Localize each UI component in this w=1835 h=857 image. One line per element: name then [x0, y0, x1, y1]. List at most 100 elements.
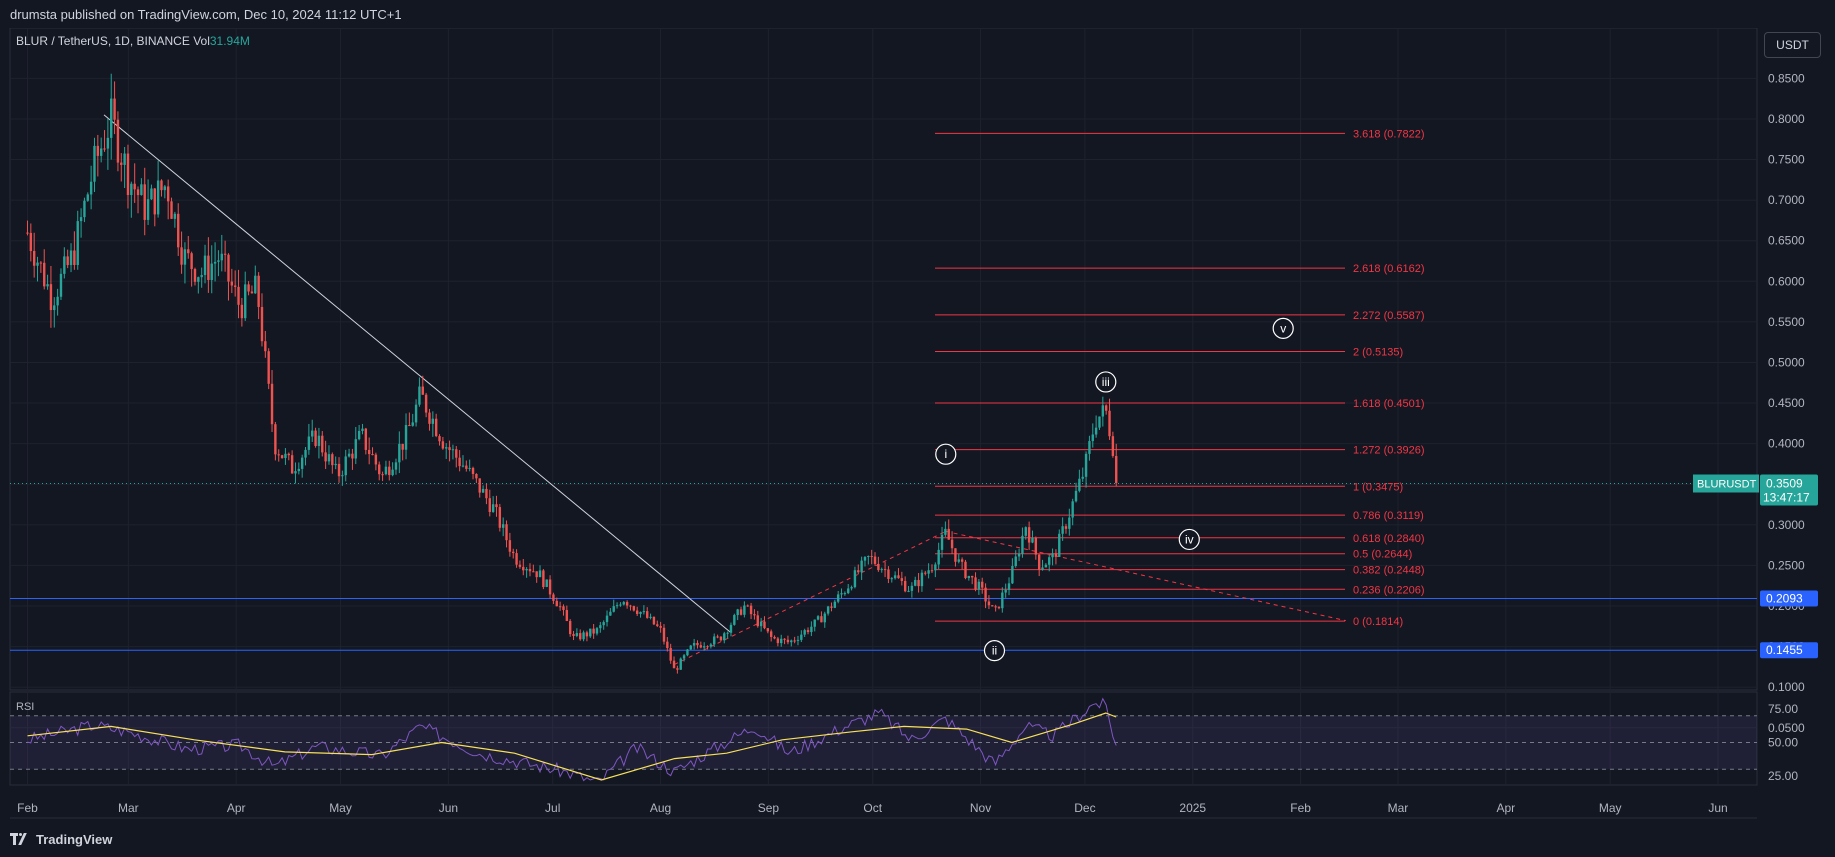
candle-body [133, 183, 136, 190]
candle-body [334, 463, 337, 466]
candle-body [126, 153, 130, 196]
fib-level-label: 0.382 (0.2448) [1353, 565, 1425, 577]
candle-body [686, 649, 689, 656]
wave-label-circle[interactable] [935, 443, 957, 465]
candle-body [498, 507, 502, 528]
candle-body [371, 454, 374, 456]
candle-body [592, 628, 595, 634]
candle-body [193, 269, 197, 282]
fib-level-label: 0.618 (0.2840) [1353, 533, 1425, 545]
candle-body [766, 628, 770, 632]
candle-body [512, 551, 515, 554]
candle-body [39, 262, 43, 264]
candle-body [833, 601, 837, 608]
candle-body [1068, 517, 1071, 529]
candle-body [729, 624, 733, 633]
candle-body [1054, 553, 1058, 557]
tradingview-icon [10, 833, 30, 845]
candle-body [66, 256, 69, 266]
candle-body [525, 568, 528, 571]
candle-body [914, 579, 917, 586]
candle-body [36, 262, 39, 266]
candle-body [776, 638, 780, 644]
candle-body [361, 428, 364, 431]
candle-body [515, 553, 518, 565]
last-price-badge [1760, 474, 1818, 506]
candle-body [448, 447, 451, 451]
dashed-trend-projection[interactable] [674, 530, 947, 665]
y-tick-label: 0.5000 [1768, 355, 1805, 369]
symbol-legend[interactable]: BLUR / TetherUS, 1D, BINANCE Vol31.94M [16, 34, 250, 48]
candle-body [274, 424, 277, 455]
candle-body [324, 452, 327, 462]
candle-body [307, 436, 311, 450]
y-tick-label: 0.6500 [1768, 234, 1805, 248]
candle-body [120, 162, 123, 165]
candle-body [455, 449, 458, 458]
candlestick-series [26, 73, 1118, 674]
candle-body [857, 570, 860, 573]
candle-body [843, 593, 847, 595]
candle-body [378, 464, 381, 475]
candle-body [277, 454, 280, 456]
wave-label-circle[interactable] [1272, 317, 1294, 339]
candle-body [327, 454, 331, 462]
candle-body [739, 609, 743, 615]
x-tick-label: Jun [1708, 801, 1727, 815]
candle-body [300, 457, 304, 469]
bar-countdown: 13:47:17 [1763, 491, 1810, 505]
symbol-name-tag: BLURUSDT [1697, 479, 1757, 491]
currency-button[interactable]: USDT [1764, 32, 1821, 58]
candle-body [706, 646, 709, 648]
candle-body [1031, 537, 1034, 543]
candle-body [240, 304, 244, 319]
publish-line: drumsta published on TradingView.com, De… [10, 7, 402, 22]
candle-body [401, 443, 404, 450]
candle-body [200, 275, 203, 278]
candle-body [900, 578, 904, 581]
candle-body [599, 625, 602, 629]
candle-body [917, 579, 920, 587]
candle-body [331, 454, 334, 466]
candle-body [351, 453, 354, 459]
rsi-tick-label: 50.00 [1768, 736, 1798, 750]
candle-body [1034, 537, 1038, 555]
candle-body [702, 646, 706, 648]
candle-body [166, 186, 170, 202]
candle-body [863, 557, 867, 561]
candle-body [652, 616, 656, 625]
candle-body [140, 184, 143, 196]
y-tick-label: 0.4000 [1768, 437, 1805, 451]
candle-body [388, 466, 391, 476]
candle-body [508, 540, 512, 552]
candle-body [743, 605, 746, 615]
candle-body [344, 456, 347, 476]
candle-body [565, 610, 569, 621]
candle-body [850, 587, 853, 589]
candle-body [572, 634, 575, 636]
wave-label-circle[interactable] [1178, 528, 1200, 551]
candle-body [780, 638, 783, 644]
wave-label-circle[interactable] [1095, 371, 1117, 393]
candle-body [478, 478, 481, 493]
candle-body [488, 498, 491, 513]
descending-trendline[interactable] [103, 114, 731, 633]
candle-body [753, 614, 756, 616]
candle-body [873, 556, 877, 564]
candle-body [950, 539, 954, 549]
candle-body [146, 199, 150, 220]
candle-body [485, 488, 488, 499]
candle-body [947, 528, 950, 540]
candle-body [1101, 405, 1105, 417]
candle-body [491, 504, 495, 513]
wave-label-circle[interactable] [983, 640, 1006, 662]
tradingview-logo[interactable]: TradingView [10, 832, 112, 847]
candle-body [870, 555, 873, 557]
candle-body [723, 633, 726, 641]
candle-body [756, 615, 759, 627]
candle-body [927, 570, 930, 574]
y-tick-label: 0.7000 [1768, 193, 1805, 207]
fib-level-label: 0 (0.1814) [1353, 616, 1403, 628]
candle-body [364, 428, 368, 450]
